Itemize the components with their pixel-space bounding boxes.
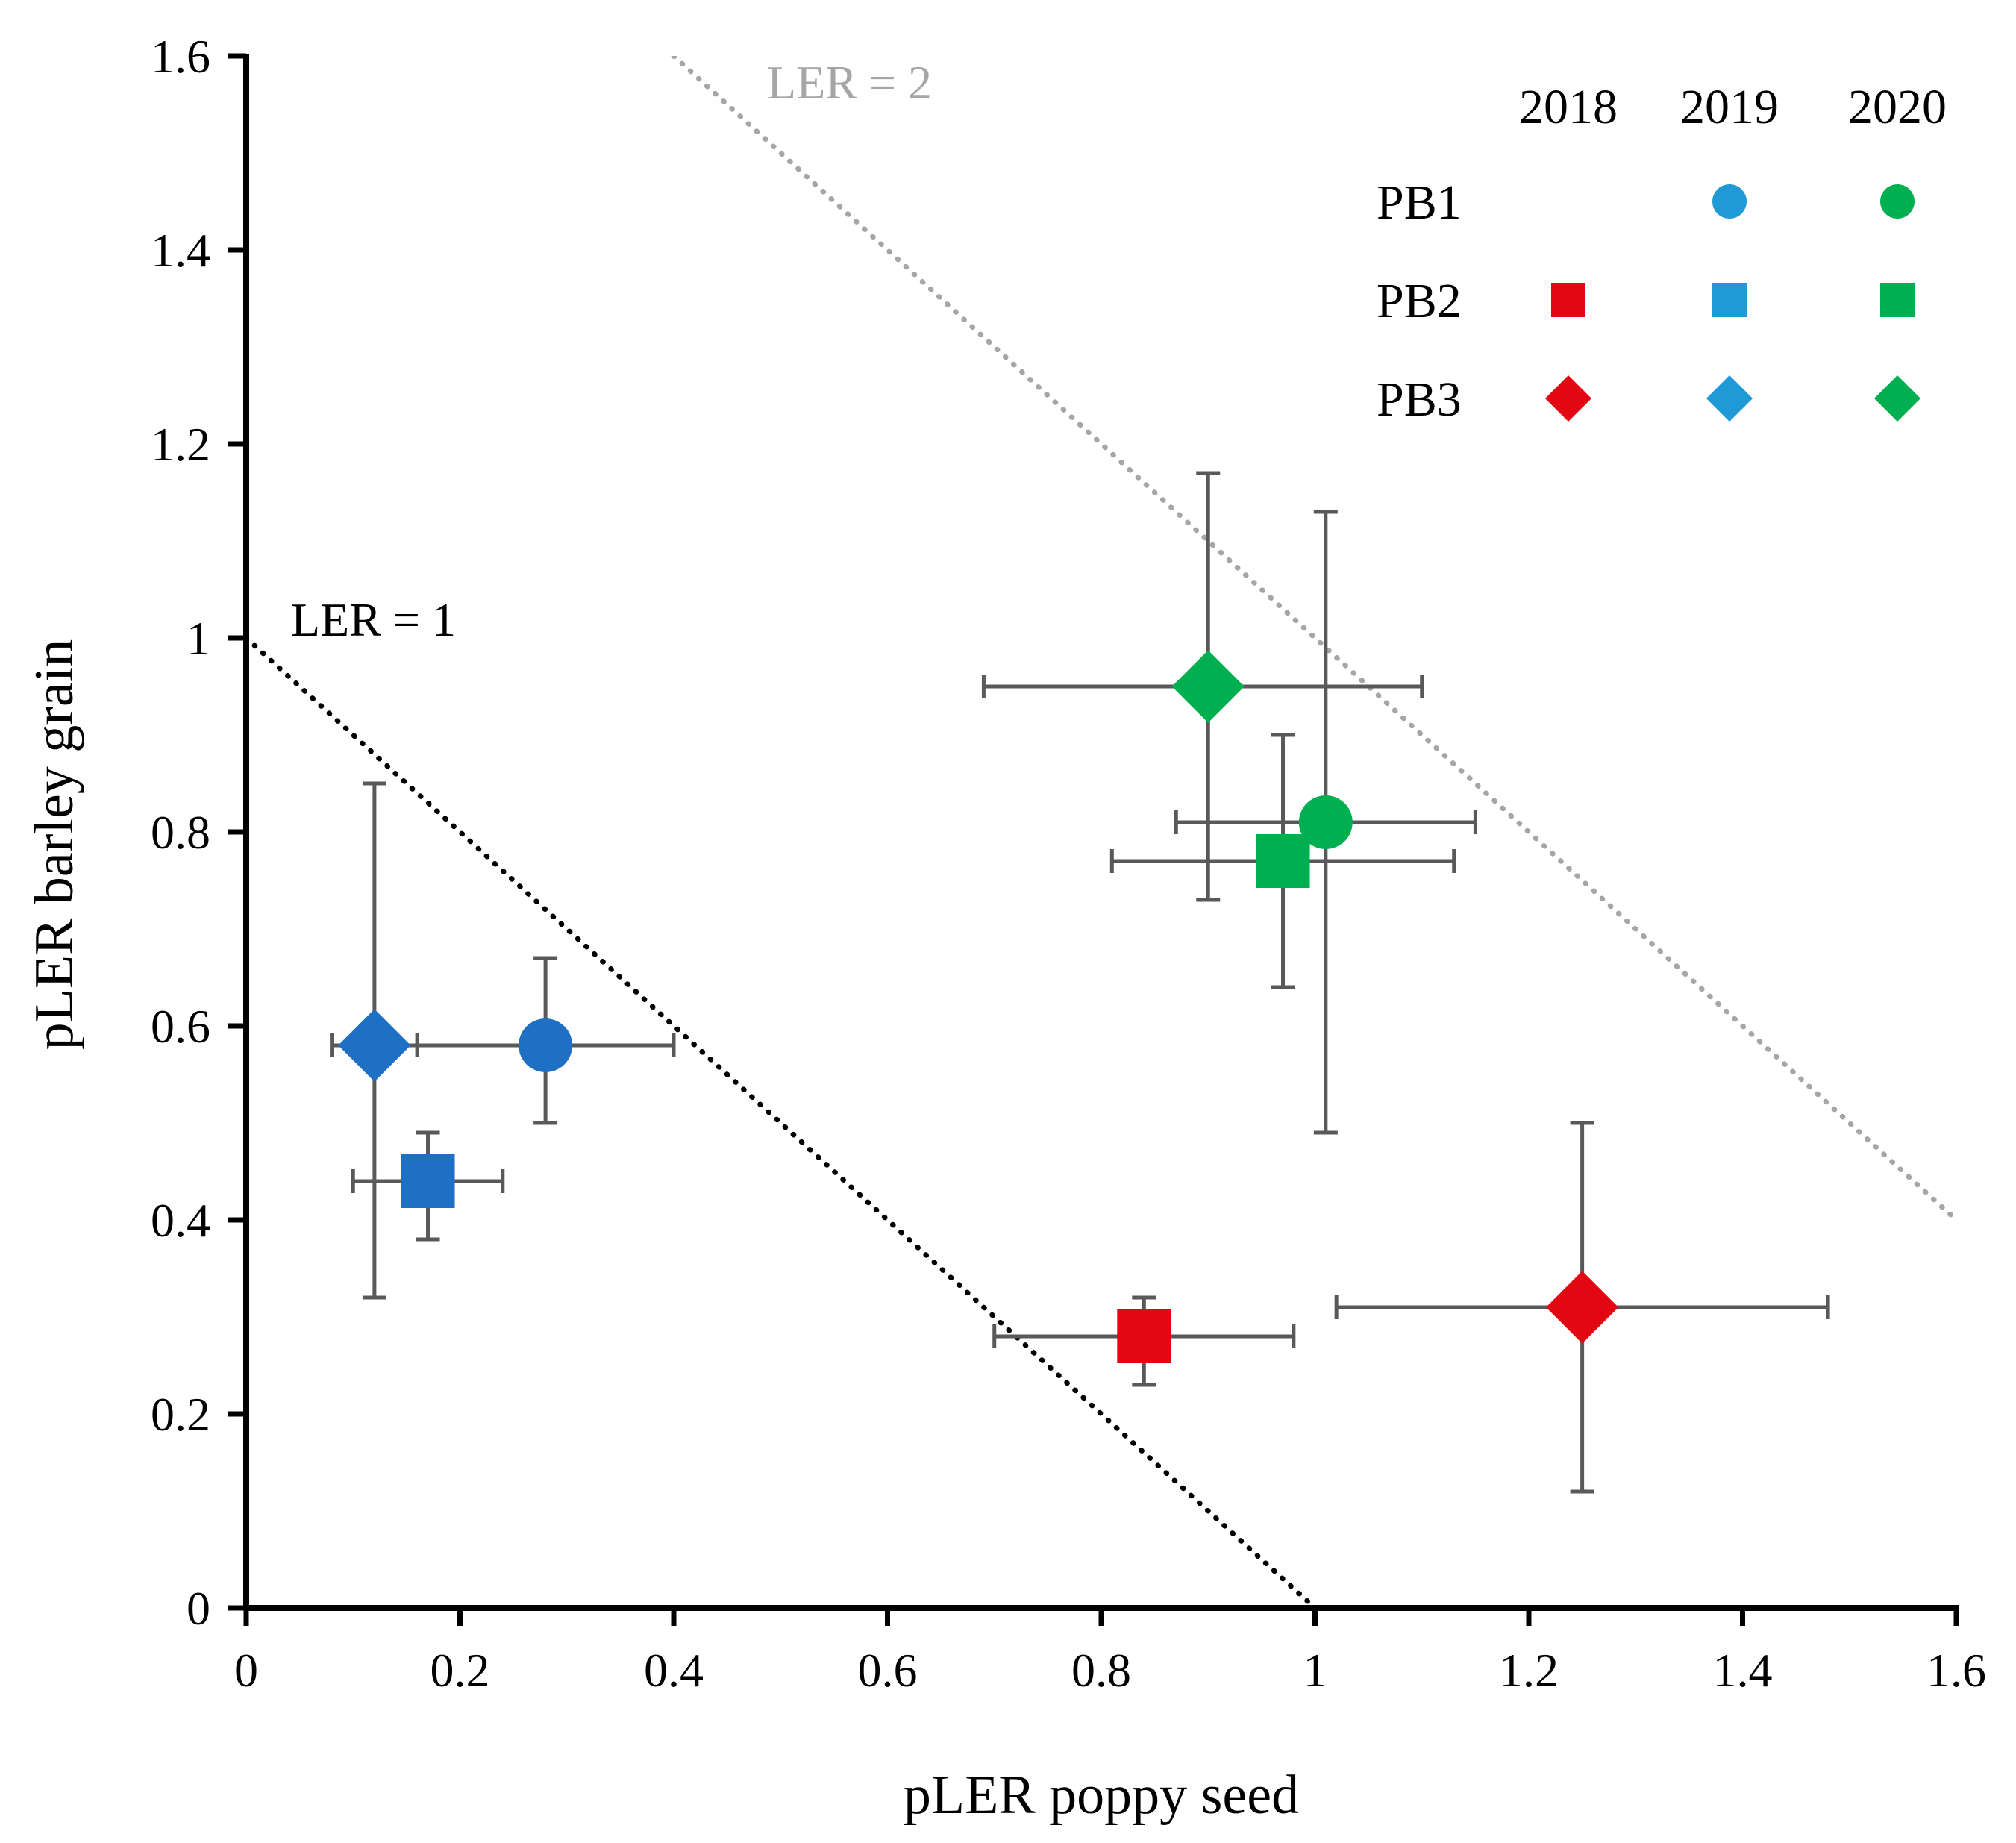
reference-lines [246, 56, 1956, 1608]
y-tick-label: 0.4 [151, 1194, 210, 1247]
y-tick-label: 1.2 [151, 418, 210, 471]
x-tick-label: 0 [234, 1644, 258, 1697]
point-pb1-2019 [519, 1018, 573, 1072]
x-tick-label: 1.2 [1499, 1644, 1559, 1697]
y-tick-label: 0 [187, 1582, 210, 1635]
legend-year-2019: 2019 [1680, 80, 1779, 134]
reference-label-ler-1: LER = 1 [291, 593, 456, 646]
tick-labels: 0 0.2 0.4 0.6 0.8 1 1.2 1.4 1.6 0 0.2 0.4 0.6 0.8 1 1.2… [151, 30, 1986, 1697]
y-tick-label: 0.2 [151, 1388, 210, 1441]
legend-year-2020: 2020 [1848, 80, 1947, 134]
legend: 2018 2019 2020 PB1 PB2 PB3 [1377, 80, 1947, 427]
legend-marker-pb3-2020 [1873, 375, 1921, 422]
y-tick-label: 1.6 [151, 30, 210, 83]
x-tick-label: 1 [1303, 1644, 1327, 1697]
legend-treatment-pb2: PB2 [1377, 274, 1462, 328]
x-tick-label: 0.8 [1071, 1644, 1131, 1697]
legend-marker-pb1-2020 [1880, 184, 1915, 219]
x-tick-label: 1.4 [1713, 1644, 1773, 1697]
point-pb2-2020 [1256, 834, 1310, 888]
legend-marker-pb3-2019 [1706, 375, 1753, 422]
y-axis-title: pLER barley grain [24, 639, 85, 1051]
legend-marker-pb2-2019 [1712, 283, 1747, 317]
y-tick-label: 0.8 [151, 806, 210, 859]
y-tick-label: 1 [187, 612, 210, 665]
y-tick-label: 1.4 [151, 224, 210, 277]
point-pb3-2020 [1171, 650, 1245, 723]
legend-marker-pb1-2019 [1712, 184, 1747, 219]
y-tick-label: 0.6 [151, 1000, 210, 1053]
reference-line-ler-2 [671, 56, 1956, 1223]
x-tick-label: 1.6 [1926, 1644, 1986, 1697]
point-pb2-2019 [401, 1154, 455, 1208]
axes [243, 54, 1959, 1611]
legend-marker-pb2-2018 [1551, 283, 1585, 317]
data-points [338, 650, 1619, 1363]
legend-marker-pb3-2018 [1544, 375, 1592, 422]
point-pb3-2018 [1546, 1271, 1619, 1344]
error-bars [330, 471, 1830, 1494]
x-axis-title: pLER poppy seed [904, 1765, 1299, 1826]
reference-label-ler-2: LER = 2 [767, 56, 932, 109]
point-pb1-2020 [1298, 795, 1353, 849]
x-tick-label: 0.2 [431, 1644, 490, 1697]
legend-treatment-pb1: PB1 [1377, 175, 1462, 230]
legend-treatment-pb3: PB3 [1377, 372, 1462, 427]
legend-year-2018: 2018 [1519, 80, 1618, 134]
reference-line-ler-1 [246, 635, 1318, 1608]
x-tick-label: 0.4 [644, 1644, 704, 1697]
point-pb2-2018 [1117, 1310, 1171, 1363]
x-tick-label: 0.6 [858, 1644, 918, 1697]
legend-marker-pb2-2020 [1880, 283, 1915, 317]
point-pb3-2019 [338, 1009, 411, 1082]
